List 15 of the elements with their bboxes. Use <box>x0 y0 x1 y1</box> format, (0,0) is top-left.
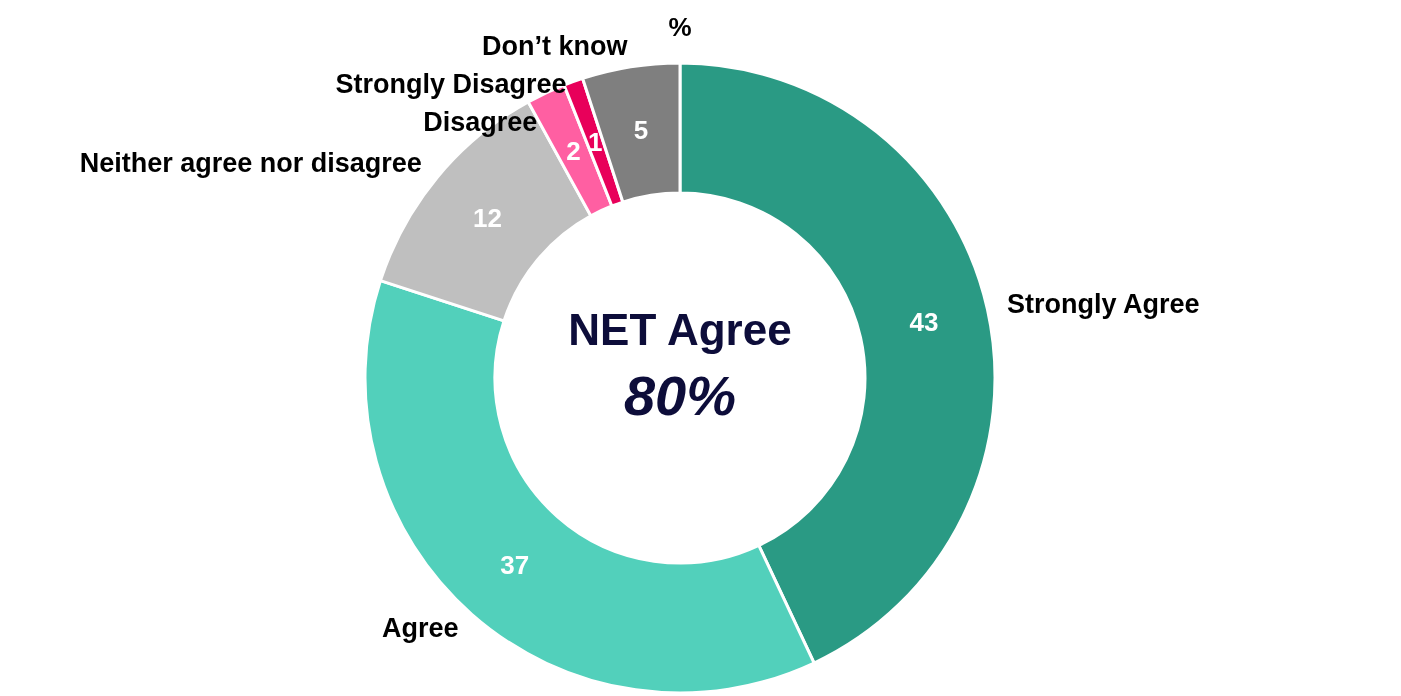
slice-label: Strongly Agree <box>1006 288 1200 319</box>
text: NET Agree <box>568 305 792 354</box>
data-label: 37 <box>500 549 530 580</box>
data-label: 2 <box>566 135 581 166</box>
data-label: 43 <box>909 307 939 338</box>
text: % <box>668 12 692 42</box>
slice-label: Disagree <box>423 107 538 138</box>
slice-label: Don’t know <box>482 31 629 62</box>
data-label: 1 <box>588 126 603 157</box>
slice-label: Agree <box>381 613 459 644</box>
data-label: 5 <box>633 115 649 146</box>
slice-label: Neither agree nor disagree <box>79 148 422 179</box>
slice-label: Strongly Disagree <box>335 69 567 100</box>
text: 80% <box>623 364 737 427</box>
data-label: 12 <box>472 202 502 233</box>
